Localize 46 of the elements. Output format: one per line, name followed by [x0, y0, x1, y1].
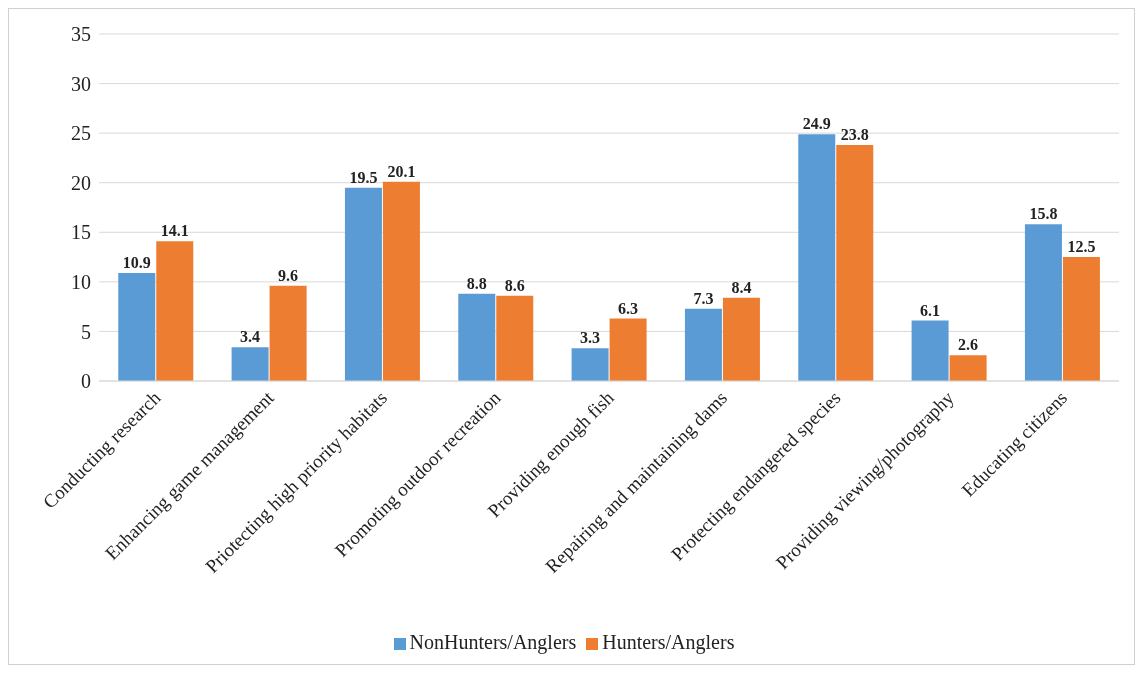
bar [798, 134, 836, 381]
bar [1062, 257, 1100, 381]
bar [156, 241, 194, 381]
data-label: 20.1 [387, 162, 416, 180]
bar [571, 348, 609, 381]
y-tick-label: 5 [81, 320, 91, 343]
data-label: 12.5 [1067, 238, 1096, 256]
data-label: 3.4 [240, 328, 261, 346]
bar [1024, 224, 1062, 381]
data-label: 23.8 [840, 126, 869, 144]
legend-label: NonHunters/Anglers [409, 631, 577, 653]
data-label: 7.3 [693, 289, 714, 307]
data-label: 6.1 [920, 301, 941, 319]
data-label: 19.5 [349, 168, 378, 186]
bar [609, 318, 647, 381]
legend-label: Hunters/Anglers [602, 631, 735, 653]
bar [496, 295, 534, 381]
data-label: 9.6 [278, 266, 299, 284]
data-label: 24.9 [802, 115, 831, 133]
data-label: 6.3 [618, 299, 639, 317]
data-label: 2.6 [958, 336, 979, 354]
bar [382, 181, 420, 381]
bar [118, 272, 156, 381]
data-label: 3.3 [580, 329, 601, 347]
y-tick-label: 25 [71, 122, 91, 145]
data-label: 8.8 [466, 274, 487, 292]
data-label: 8.6 [504, 276, 525, 294]
bar [458, 293, 496, 381]
bar [231, 347, 269, 381]
y-tick-label: 30 [71, 72, 91, 95]
bar [344, 187, 382, 381]
bar [836, 145, 874, 381]
data-label: 8.4 [731, 278, 752, 296]
y-tick-label: 20 [71, 171, 91, 194]
bar [684, 308, 722, 381]
y-tick-label: 35 [71, 23, 91, 46]
bar [269, 285, 307, 381]
bar [722, 297, 760, 381]
data-label: 15.8 [1029, 205, 1058, 223]
y-tick-label: 0 [81, 370, 91, 393]
data-label: 14.1 [160, 222, 189, 240]
y-tick-label: 10 [71, 270, 91, 293]
bar [949, 355, 987, 381]
data-label: 10.9 [122, 253, 151, 271]
bar [911, 320, 949, 381]
y-tick-label: 15 [71, 221, 91, 244]
